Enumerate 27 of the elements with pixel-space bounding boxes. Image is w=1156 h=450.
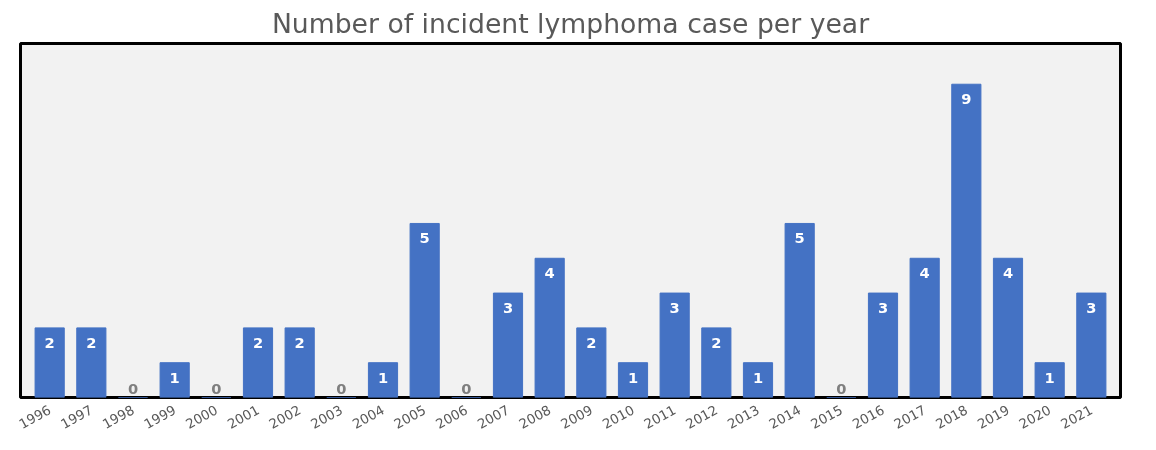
data-label: 1: [752, 368, 764, 386]
data-label: 0: [461, 379, 472, 397]
data-label: 1: [377, 368, 389, 386]
data-label: 4: [919, 264, 930, 282]
data-label: 3: [502, 299, 514, 317]
data-label: 2: [44, 333, 55, 351]
data-label: 1: [627, 368, 639, 386]
data-label: 0: [336, 379, 347, 397]
data-label: 2: [86, 333, 97, 351]
data-label: 2: [294, 333, 305, 351]
data-label: 2: [586, 333, 597, 351]
data-label: 3: [877, 299, 889, 317]
data-label: 3: [1086, 299, 1097, 317]
data-label: 2: [711, 333, 722, 351]
data-label: 0: [127, 379, 139, 397]
data-label: 9: [961, 90, 972, 108]
data-label: 4: [544, 264, 555, 282]
data-label: 5: [419, 229, 430, 247]
data-label: 3: [669, 299, 680, 317]
data-label: 1: [1044, 368, 1055, 386]
data-label: 1: [169, 368, 180, 386]
data-label: 2: [252, 333, 264, 351]
data-label: 5: [794, 229, 805, 247]
chart-title: Number of incident lymphoma case per year: [271, 7, 870, 39]
data-label: 0: [836, 379, 847, 397]
data-label: 4: [1002, 264, 1014, 282]
data-label: 0: [211, 379, 222, 397]
